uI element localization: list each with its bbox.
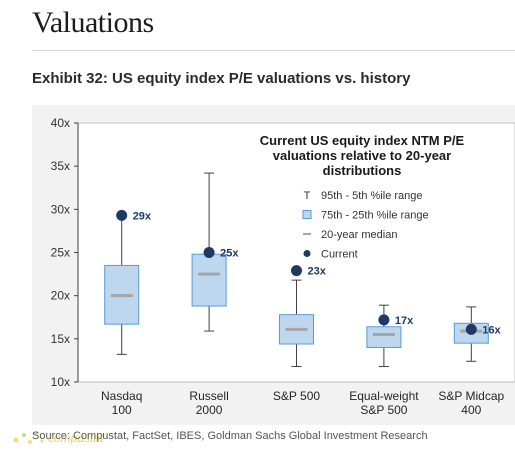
chart-title-line: valuations relative to 20-year xyxy=(273,148,451,163)
y-tick-label: 20x xyxy=(51,289,70,303)
y-tick-label: 15x xyxy=(51,332,70,346)
compustat-watermark: compustat xyxy=(13,431,104,445)
x-category-label: S&P 500 xyxy=(360,403,407,417)
current-marker xyxy=(116,209,128,221)
legend-symbol-current xyxy=(303,250,311,257)
current-marker xyxy=(203,247,215,258)
x-category-label: S&P 500 xyxy=(273,389,320,403)
current-value-label: 23x xyxy=(308,266,327,278)
legend-label: Current xyxy=(321,249,358,261)
source-note: Source: Compustat, FactSet, IBES, Goldma… xyxy=(32,430,428,442)
iqr-box xyxy=(366,326,402,348)
x-category-label: 400 xyxy=(461,403,481,417)
title-divider xyxy=(32,50,515,51)
y-tick-label: 30x xyxy=(51,202,70,216)
x-category-label: Nasdaq xyxy=(101,389,142,403)
y-tick-label: 10x xyxy=(51,375,70,389)
y-tick-label: 40x xyxy=(51,116,70,130)
legend-label: 20-year median xyxy=(321,229,397,241)
page-title: Valuations xyxy=(32,6,154,39)
current-value-label: 16x xyxy=(482,324,501,336)
iqr-box xyxy=(191,253,227,307)
legend-symbol-range: T xyxy=(304,190,311,202)
chart-panel: 10x 15x 20x 25x 30x 35x 40x 29x Nasdaq 100 25x Russ… xyxy=(32,105,515,425)
x-category-label: 100 xyxy=(112,403,132,417)
x-category-label: S&P Midcap xyxy=(438,389,504,403)
legend-label: 95th - 5th %ile range xyxy=(321,190,423,202)
legend-label: 75th - 25th %ile range xyxy=(321,210,429,222)
current-marker xyxy=(291,265,302,277)
x-category-label: 2000 xyxy=(196,403,223,417)
svg-text:compustat: compustat xyxy=(48,431,104,445)
chart-title-line: distributions xyxy=(323,163,402,178)
x-category-label: Russell xyxy=(189,389,228,403)
chart-title-line: Current US equity index NTM P/E xyxy=(260,133,465,148)
current-marker xyxy=(465,323,477,335)
current-marker xyxy=(378,314,390,326)
y-tick-label: 35x xyxy=(51,159,70,173)
current-value-label: 17x xyxy=(395,315,414,327)
exhibit-title: Exhibit 32: US equity index P/E valuatio… xyxy=(32,70,411,87)
legend-symbol-box xyxy=(302,210,312,219)
current-value-label: 25x xyxy=(220,248,239,260)
x-category-label: Equal-weight xyxy=(349,389,419,403)
current-value-label: 29x xyxy=(133,210,152,222)
y-tick-label: 25x xyxy=(51,246,70,260)
